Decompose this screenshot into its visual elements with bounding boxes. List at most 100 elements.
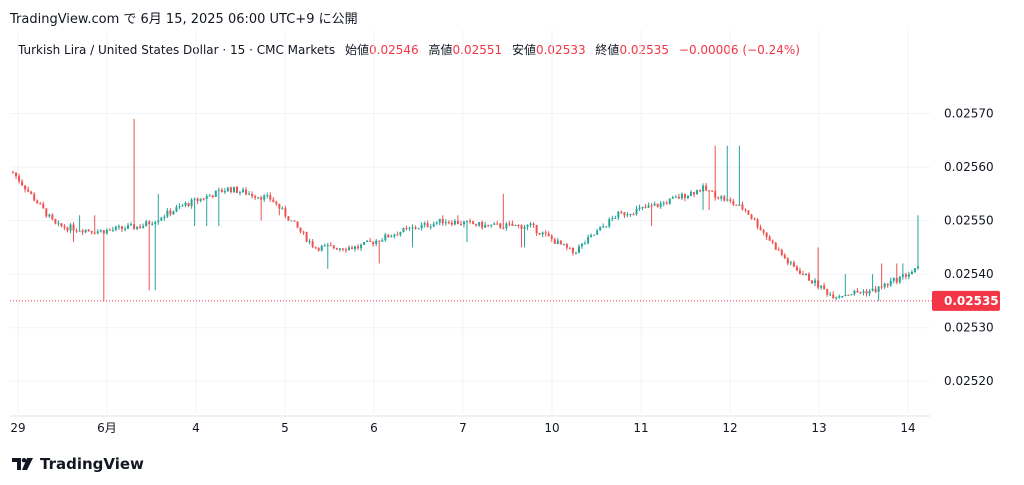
candle-body: [133, 224, 136, 229]
candle-body: [102, 230, 105, 234]
candle-body: [696, 190, 699, 195]
candle-body: [175, 207, 178, 212]
candle-body: [217, 189, 220, 191]
candle-body: [184, 202, 187, 206]
candle-body: [426, 223, 429, 227]
high-label: 高値: [428, 43, 453, 57]
candle-body: [829, 294, 832, 296]
candle-body: [632, 214, 635, 216]
candle-body: [21, 181, 24, 186]
candle-body: [335, 248, 338, 250]
candle-body: [51, 214, 54, 220]
candle-body: [898, 276, 901, 283]
candle-body: [432, 223, 435, 227]
candle-body: [814, 280, 817, 284]
candle-body: [614, 217, 617, 219]
candle-body: [910, 271, 913, 275]
time-axis[interactable]: 29 6月 4 5 6 7 10 11 12 13 14: [10, 421, 915, 435]
candle-body: [136, 226, 139, 229]
candle-body: [689, 192, 692, 196]
candle-body: [786, 258, 789, 264]
candle-body: [30, 191, 33, 194]
candle-body: [693, 192, 696, 195]
candle-body: [753, 218, 756, 220]
candle-body: [78, 230, 81, 232]
candle-body: [756, 219, 759, 228]
candle-body: [54, 219, 57, 224]
candle-body: [808, 273, 811, 281]
candle-body: [638, 207, 641, 209]
candle-body: [886, 283, 889, 286]
candle-body: [838, 296, 841, 298]
price-axis[interactable]: 0.02570 0.02560 0.02550 0.02540 0.02530 0.025…: [944, 107, 994, 389]
candle-body: [275, 201, 278, 204]
candle-body: [45, 208, 48, 217]
candle-body: [441, 218, 444, 224]
candle-body: [354, 246, 357, 250]
candle-body: [69, 224, 72, 231]
candle-body: [493, 223, 496, 225]
candle-body: [677, 196, 680, 199]
candle-body: [251, 193, 254, 197]
candle-body: [130, 224, 133, 226]
candle-body: [717, 197, 720, 199]
candle-body: [577, 246, 581, 253]
candle-body: [798, 270, 801, 275]
candle-body: [117, 226, 120, 228]
candle-body: [865, 291, 868, 294]
last-price-tag: [932, 290, 1000, 311]
candle-body: [378, 240, 381, 242]
candle-body: [680, 193, 683, 199]
low-label: 安値: [511, 43, 536, 57]
time-tick-label: 10: [544, 421, 559, 435]
candle-body: [738, 204, 741, 206]
candle-body: [36, 200, 39, 204]
time-tick-label: 12: [722, 421, 737, 435]
candle-body: [602, 226, 605, 228]
candle-body: [466, 220, 469, 222]
candle-body: [120, 226, 123, 229]
candle-body: [780, 249, 783, 256]
candle-body: [447, 222, 450, 224]
candle-body: [777, 249, 780, 251]
candle-body: [608, 219, 611, 227]
candle-body: [420, 224, 423, 229]
candle-body: [544, 232, 547, 234]
time-tick-label: 14: [900, 421, 915, 435]
time-tick-label: 6月: [97, 421, 117, 435]
candle-body: [369, 240, 372, 242]
candle-body: [662, 202, 665, 204]
candle-body: [711, 190, 714, 192]
time-tick-label: 5: [281, 421, 289, 435]
candle-body: [913, 268, 916, 272]
candle-body: [535, 224, 538, 234]
candle-body: [384, 234, 387, 241]
candle-body: [817, 280, 820, 288]
candle-body: [556, 240, 559, 244]
time-tick-label: 4: [192, 421, 200, 435]
candle-body: [859, 292, 862, 294]
symbol-name[interactable]: Turkish Lira / United States Dollar · 15…: [18, 43, 336, 57]
candle-body: [702, 185, 705, 192]
candle-body: [99, 230, 102, 232]
candle-body: [623, 212, 626, 216]
candle-body: [581, 243, 584, 247]
candle-body: [347, 247, 350, 251]
candle-body: [475, 224, 478, 226]
candle-body: [656, 203, 659, 207]
candle-body: [765, 232, 768, 237]
candle-body: [33, 193, 36, 201]
candle-body: [559, 240, 562, 245]
candle-body: [444, 222, 447, 224]
candle-body: [229, 187, 232, 192]
price-chart[interactable]: 0.02570 0.02560 0.02550 0.02540 0.02530 0.025…: [0, 0, 1024, 450]
candle-body: [562, 244, 565, 246]
candle-body: [841, 295, 844, 297]
candle-body: [759, 227, 762, 231]
candle-body: [856, 290, 859, 293]
candle-body: [774, 242, 777, 250]
candle-body: [599, 227, 602, 231]
candle-body: [620, 211, 623, 213]
candle-body: [257, 197, 260, 199]
candle-body: [151, 223, 154, 225]
